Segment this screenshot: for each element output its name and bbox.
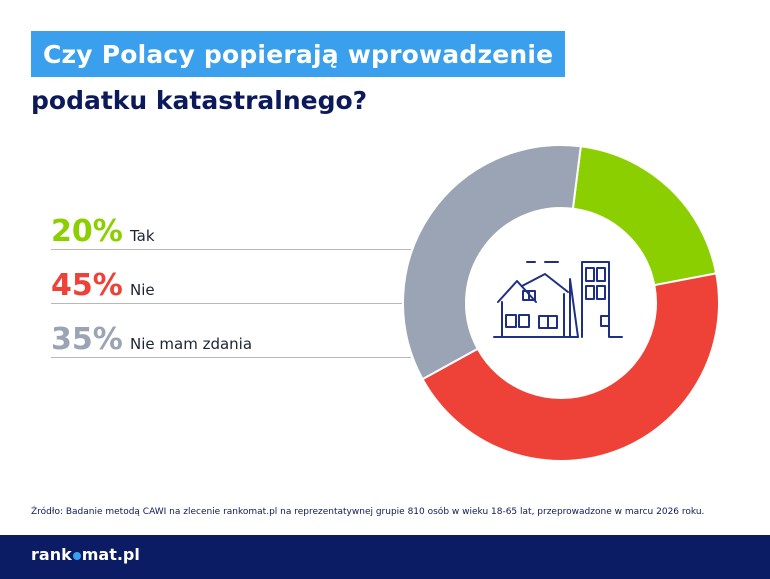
house-buildings-icon <box>493 261 623 338</box>
legend-label-tak: Tak <box>130 227 155 245</box>
legend-row-nie: 45% Nie <box>51 263 411 304</box>
logo-dot-icon <box>72 551 81 560</box>
logo-text-left: rank <box>31 545 72 564</box>
logo-text-right: mat.pl <box>81 545 140 564</box>
legend-row-nie-mam-zdania: 35% Nie mam zdania <box>51 317 411 358</box>
legend-value-nie: 45% <box>51 268 123 303</box>
title-line-2: podatku katastralnego? <box>31 86 368 115</box>
page-title: Czy Polacy popierają wprowadzenie <box>31 31 566 77</box>
donut-slice-nie <box>421 272 720 462</box>
source-note: Źródło: Badanie metodą CAWI na zlecenie … <box>31 507 705 517</box>
rankomat-logo[interactable]: rank mat.pl <box>31 545 140 564</box>
title-line-1: Czy Polacy popierają wprowadzenie <box>43 39 554 69</box>
legend-value-nie-mam-zdania: 35% <box>51 322 123 357</box>
footer-bar: rank mat.pl <box>0 535 770 579</box>
donut-slices <box>402 144 720 462</box>
donut-slice-tak <box>571 145 718 287</box>
legend-label-nie-mam-zdania: Nie mam zdania <box>130 335 253 353</box>
legend-label-nie: Nie <box>130 281 155 299</box>
legend-row-tak: 20% Tak <box>51 209 411 250</box>
legend-value-tak: 20% <box>51 214 123 249</box>
donut-chart <box>402 144 720 462</box>
donut-slice-nie-mam-zdania <box>402 144 582 381</box>
